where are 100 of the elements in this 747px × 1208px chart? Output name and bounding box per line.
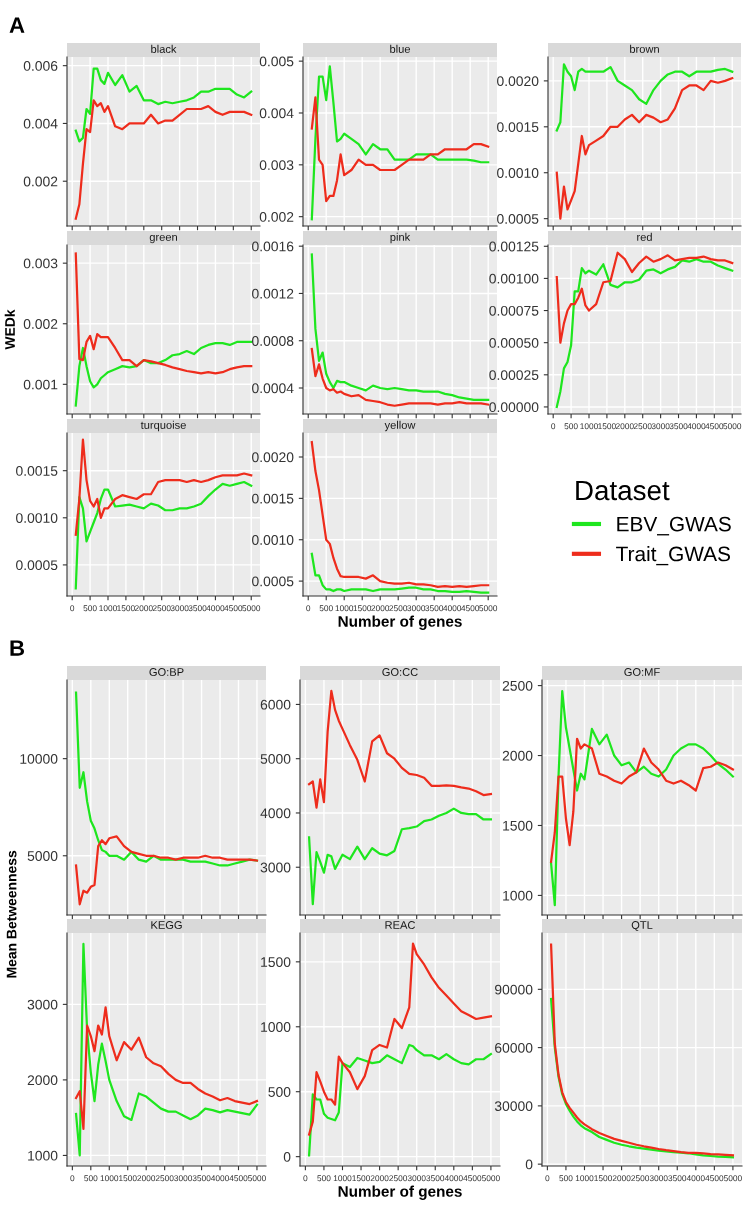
- y-tick-label: 0: [525, 1159, 533, 1170]
- x-tick-label: 500: [564, 423, 578, 430]
- x-tick-label: 4500: [705, 423, 724, 430]
- y-tick-label: 5000: [27, 851, 58, 861]
- line-series: [307, 689, 493, 809]
- y-tick-label: 90000: [495, 984, 533, 995]
- chart-title: blue: [390, 44, 411, 53]
- x-tick-label: 0: [551, 423, 556, 430]
- x-tick-label: 1500: [352, 1175, 370, 1182]
- line-series: [74, 942, 259, 1157]
- line-series: [549, 737, 735, 863]
- x-tick-label: 4000: [686, 1175, 705, 1182]
- chart-title: GO:MF: [624, 668, 660, 676]
- x-tick-label: 2500: [155, 1175, 174, 1182]
- y-tick-label: 1000: [261, 1022, 291, 1032]
- x-tick-label: 3500: [669, 423, 688, 430]
- y-tick-label: 0.00125: [489, 241, 539, 252]
- x-tick-label: 3000: [407, 605, 426, 612]
- line-series: [307, 1043, 493, 1157]
- x-tick-label: 5000: [242, 605, 261, 612]
- x-tick-label: 1500: [598, 423, 616, 430]
- chart-title: turquoise: [140, 420, 186, 432]
- chart-title: pink: [390, 232, 411, 244]
- x-tick-label: 0: [70, 1175, 75, 1182]
- line-series: [74, 67, 253, 143]
- y-tick-label: 60000: [495, 1042, 533, 1053]
- line-series: [555, 63, 734, 132]
- y-tick-label: 0: [283, 1151, 291, 1162]
- y-tick-label: 3000: [27, 999, 58, 1010]
- y-tick-label: 2500: [502, 680, 533, 691]
- y-tick-label: 0.0008: [252, 336, 294, 346]
- y-tick-label: 0.0012: [252, 288, 294, 299]
- x-tick-label: 500: [319, 605, 333, 612]
- y-tick-label: 0.00000: [489, 402, 539, 413]
- y-tick-label: 0.00025: [489, 370, 539, 380]
- y-tick-label: 0.003: [23, 258, 58, 269]
- legend-label: Trait_GWAS: [616, 546, 731, 566]
- chart-title: REAC: [385, 921, 416, 929]
- legend-title: Dataset: [576, 480, 670, 501]
- x-tick-label: 0: [545, 1175, 550, 1182]
- y-tick-label: 0.0005: [497, 213, 539, 224]
- x-tick-label: 500: [317, 1175, 331, 1182]
- line-series: [310, 347, 490, 407]
- x-axis-title: Number of genes: [338, 1185, 462, 1200]
- x-tick-label: 2000: [371, 605, 390, 612]
- line-series: [74, 1006, 259, 1131]
- x-tick-label: 2500: [633, 423, 652, 430]
- y-tick-label: 0.0005: [252, 576, 294, 587]
- line-series: [74, 438, 253, 536]
- x-tick-label: 4000: [687, 423, 706, 430]
- x-tick-label: 2500: [631, 1175, 650, 1182]
- x-tick-label: 1000: [333, 1175, 352, 1182]
- line-series: [549, 690, 735, 907]
- x-tick-label: 3000: [407, 1175, 426, 1182]
- x-tick-label: 500: [559, 1175, 573, 1182]
- line-series: [310, 96, 490, 203]
- x-axis-title: Number of genes: [338, 615, 462, 630]
- line-series: [555, 77, 734, 220]
- y-tick-label: 4000: [260, 808, 291, 819]
- x-tick-label: 1000: [99, 605, 117, 612]
- x-tick-label: 2000: [370, 1175, 389, 1182]
- x-tick-label: 2500: [389, 605, 408, 612]
- line-series: [555, 258, 734, 409]
- x-tick-label: 4000: [444, 1175, 463, 1182]
- x-tick-label: 5000: [723, 1175, 742, 1182]
- x-tick-label: 3000: [174, 1175, 193, 1182]
- y-tick-label: 0.0010: [252, 535, 294, 545]
- y-tick-label: 0.004: [259, 108, 294, 119]
- x-tick-label: 2000: [612, 1175, 631, 1182]
- x-tick-label: 4000: [210, 1175, 229, 1182]
- line-series: [307, 807, 493, 906]
- chart-title: green: [149, 234, 177, 244]
- line-series: [74, 480, 253, 590]
- line-series: [310, 65, 490, 221]
- x-tick-label: 2000: [615, 423, 634, 430]
- x-tick-label: 3500: [426, 1175, 445, 1182]
- y-tick-label: 2000: [502, 750, 533, 761]
- x-tick-label: 3000: [170, 605, 189, 612]
- y-tick-label: 10000: [20, 753, 58, 764]
- x-tick-label: 3000: [649, 1175, 668, 1182]
- line-series: [555, 251, 734, 344]
- y-tick-label: 3000: [260, 862, 291, 873]
- x-tick-label: 1500: [353, 605, 372, 612]
- x-tick-label: 2000: [134, 605, 153, 612]
- x-tick-label: 3500: [668, 1175, 687, 1182]
- x-tick-label: 0: [306, 605, 311, 612]
- y-tick-label: 2000: [27, 1075, 58, 1086]
- x-tick-label: 4500: [705, 1175, 724, 1182]
- text: A: [9, 17, 25, 33]
- y-tick-label: 0.0015: [497, 122, 539, 132]
- x-tick-label: 1000: [100, 1175, 119, 1182]
- chart-title: yellow: [384, 420, 416, 432]
- chart-title: brown: [630, 44, 659, 53]
- line-series: [74, 835, 259, 906]
- line-series: [310, 552, 490, 594]
- chart-title: red: [637, 232, 652, 241]
- line-series: [74, 99, 253, 220]
- y-tick-label: 1000: [503, 890, 533, 901]
- y-axis-title: WEDk: [4, 309, 15, 350]
- line-series: [310, 253, 490, 401]
